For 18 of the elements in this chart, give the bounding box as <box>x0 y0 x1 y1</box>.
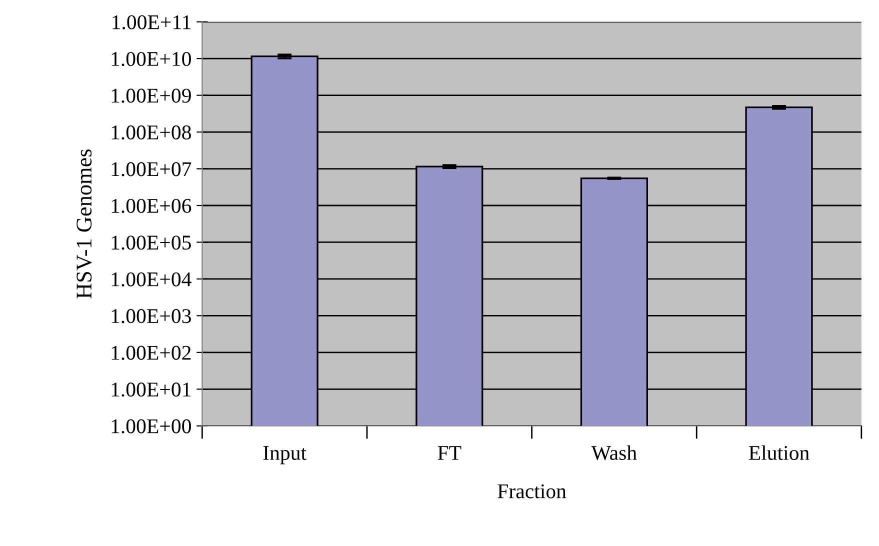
y-tick-label: 1.00E+01 <box>112 382 191 397</box>
y-tick-label: 1.00E+11 <box>112 15 191 30</box>
x-axis-title: Fraction <box>498 484 566 498</box>
y-tick-label: 1.00E+03 <box>112 309 191 324</box>
y-tick-label: 1.00E+06 <box>112 198 192 214</box>
y-tick-label: 1.00E+02 <box>112 346 191 360</box>
x-tick-label: Wash <box>591 445 637 460</box>
y-tick-label: 1.00E+07 <box>112 162 192 176</box>
y-axis-title: HSV-1 Genomes <box>76 149 92 298</box>
y-tick-label: 1.00E+04 <box>112 272 192 286</box>
y-tick-label: 1.00E+08 <box>112 125 191 140</box>
x-tick-label: FT <box>438 446 462 460</box>
x-tick-label: Elution <box>748 445 810 460</box>
x-tick-label: Input <box>263 446 306 464</box>
y-tick-label: 1.00E+10 <box>112 52 191 66</box>
y-tick-label: 1.00E+00 <box>112 419 191 434</box>
y-tick-label: 1.00E+09 <box>112 88 191 103</box>
y-tick-label: 1.00E+05 <box>112 236 191 250</box>
